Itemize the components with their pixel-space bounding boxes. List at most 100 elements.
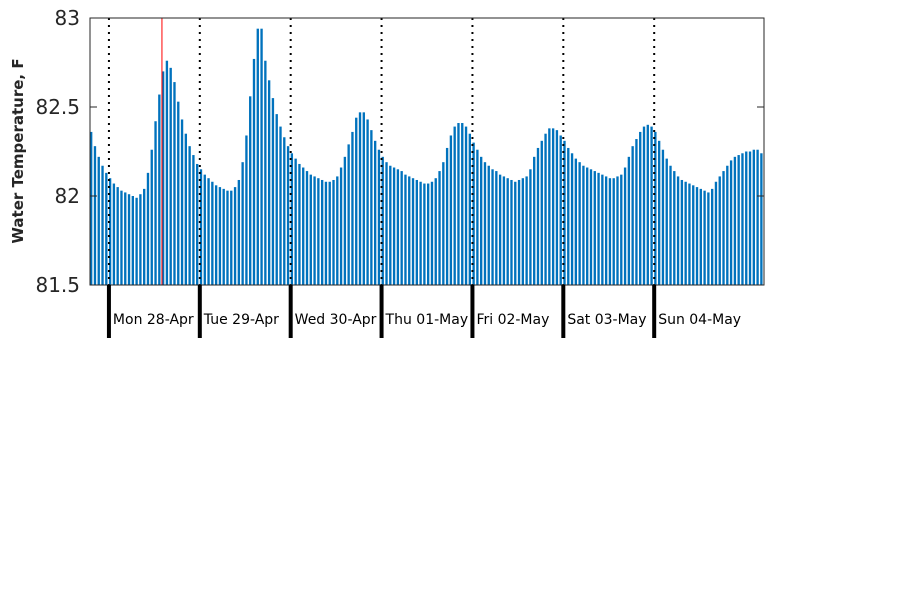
day-label: Sun 04-May [658, 312, 741, 328]
data-bar [332, 179, 335, 285]
data-bar [294, 158, 297, 285]
data-bar [131, 196, 134, 285]
data-bar [324, 181, 328, 285]
data-bar [404, 174, 407, 285]
data-bar [192, 155, 195, 285]
data-bar [665, 158, 668, 285]
y-tick-label: 83 [55, 6, 80, 30]
y-tick-label: 82 [55, 184, 80, 208]
data-bar [676, 176, 680, 285]
data-bar [616, 176, 619, 285]
data-bar [370, 130, 373, 285]
data-bar [158, 94, 161, 285]
data-bar [271, 98, 275, 285]
data-bar [264, 60, 267, 285]
data-bar [249, 96, 252, 285]
data-bar [604, 176, 608, 285]
data-bar [559, 135, 562, 285]
data-bar [627, 156, 631, 285]
data-bar [339, 167, 343, 285]
day-label: Mon 28-Apr [113, 312, 194, 328]
data-bar [237, 179, 241, 285]
data-bar [127, 194, 131, 285]
data-bar [722, 171, 725, 285]
data-bar [305, 171, 309, 285]
data-bar [517, 179, 521, 285]
data-bar [245, 135, 248, 285]
data-bar [169, 67, 172, 285]
data-bar [165, 60, 169, 285]
data-bar [101, 165, 104, 285]
data-bar [283, 137, 286, 285]
data-bar [695, 187, 699, 285]
day-label: Sat 03-May [567, 312, 646, 328]
data-bar [135, 197, 138, 285]
data-bar [760, 153, 763, 285]
data-bar [714, 181, 718, 285]
data-bar [256, 28, 259, 286]
data-bar [411, 178, 415, 285]
data-bar [506, 178, 509, 285]
data-bar [302, 167, 305, 285]
data-bar [472, 142, 475, 285]
data-bar [97, 156, 100, 285]
data-bar [589, 169, 593, 285]
data-bar [199, 169, 203, 285]
data-bar [207, 178, 210, 285]
data-bar [154, 121, 157, 286]
data-bar [578, 162, 581, 285]
data-bar [718, 176, 721, 285]
data-bar [203, 174, 206, 285]
data-bar [343, 156, 347, 285]
data-bar [646, 124, 649, 285]
data-bar [161, 71, 165, 286]
data-bar [196, 163, 199, 285]
data-bar [699, 188, 702, 285]
data-bar [752, 149, 755, 285]
data-bar [650, 126, 653, 285]
day-label: Thu 01-May [385, 312, 469, 328]
data-bar [654, 131, 657, 285]
data-bar [684, 181, 687, 285]
data-bar [570, 153, 574, 285]
data-bar [620, 174, 623, 285]
data-bar [639, 131, 642, 285]
data-bar [461, 123, 464, 286]
day-label: Fri 02-May [476, 312, 549, 328]
data-bar [612, 178, 615, 285]
plot-frame [89, 17, 765, 286]
data-bar [476, 149, 479, 285]
data-bar [423, 183, 426, 285]
y-tick-label: 82.5 [35, 95, 80, 119]
data-bar [529, 169, 532, 285]
data-bar [309, 174, 312, 285]
data-bar [601, 174, 604, 285]
data-bar [567, 147, 570, 285]
data-bar [116, 187, 119, 285]
data-bar [635, 139, 638, 285]
data-bar [491, 169, 494, 285]
data-bar [502, 176, 506, 285]
data-bar [525, 176, 528, 285]
data-bar [222, 188, 225, 285]
data-bar [468, 133, 471, 285]
data-bar [233, 187, 237, 285]
data-bar [320, 179, 324, 285]
data-bar [453, 126, 456, 285]
data-bar [563, 140, 566, 285]
data-bar [173, 82, 176, 285]
data-bar [336, 176, 339, 285]
data-bar [108, 178, 112, 285]
data-bar [184, 133, 188, 285]
data-bar [180, 119, 184, 286]
data-bar [593, 171, 596, 285]
data-bar [139, 194, 142, 285]
data-bar [389, 165, 392, 285]
data-bar [317, 178, 320, 285]
data-bar [745, 151, 748, 285]
data-bar [673, 171, 676, 285]
data-bar [419, 181, 422, 285]
data-bar [483, 162, 487, 285]
x-axis-day-ticks [106, 285, 657, 338]
